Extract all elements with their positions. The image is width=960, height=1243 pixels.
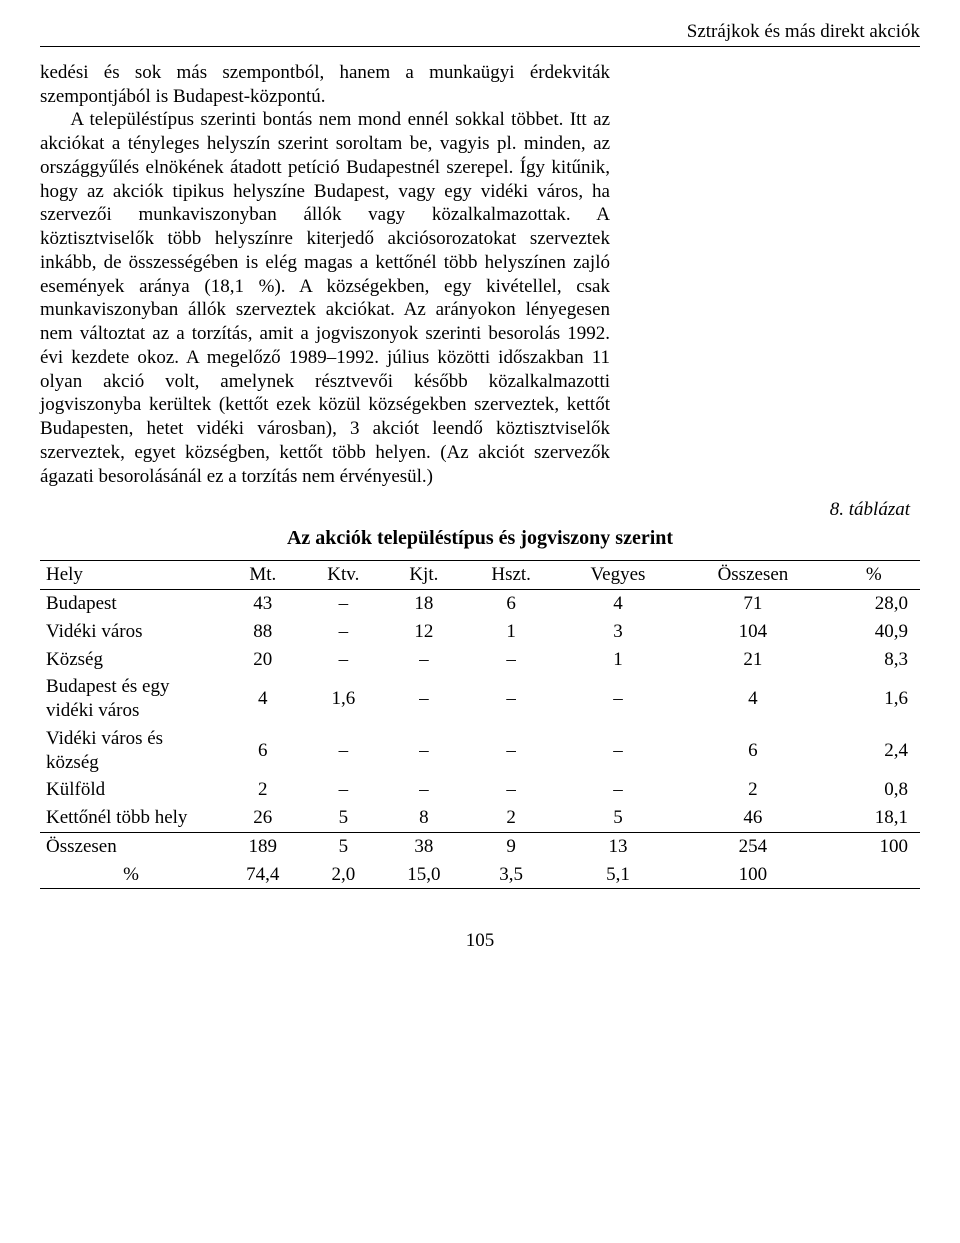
col-pct: % — [828, 561, 921, 590]
paragraph-1: kedési és sok más szempontból, hanem a m… — [40, 61, 610, 109]
table-caption-row: 8. táblázat Az akciók településtípus és … — [40, 498, 920, 552]
table-number: 8. táblázat — [830, 498, 910, 522]
body-text-block: kedési és sok más szempontból, hanem a m… — [40, 61, 610, 489]
table-row: Vidéki város és község 6 – – – – 6 2,4 — [40, 725, 920, 777]
col-kjt: Kjt. — [383, 561, 465, 590]
table-header-row: Hely Mt. Ktv. Kjt. Hszt. Vegyes Összesen… — [40, 561, 920, 590]
table-row: Vidéki város 88 – 12 1 3 104 40,9 — [40, 618, 920, 646]
col-hszt: Hszt. — [465, 561, 558, 590]
running-header: Sztrájkok és más direkt akciók — [40, 20, 920, 44]
col-osszesen: Összesen — [678, 561, 827, 590]
table-row: Kettőnél több hely 26 5 8 2 5 46 18,1 — [40, 804, 920, 832]
data-table: Hely Mt. Ktv. Kjt. Hszt. Vegyes Összesen… — [40, 560, 920, 889]
col-hely: Hely — [40, 561, 222, 590]
table-row: Budapest 43 – 18 6 4 71 28,0 — [40, 590, 920, 618]
table-row: Külföld 2 – – – – 2 0,8 — [40, 776, 920, 804]
col-mt: Mt. — [222, 561, 304, 590]
table-footer-row: % 74,4 2,0 15,0 3,5 5,1 100 — [40, 861, 920, 889]
page-number: 105 — [40, 929, 920, 953]
table-title: Az akciók településtípus és jogviszony s… — [40, 526, 920, 551]
paragraph-2: A településtípus szerinti bontás nem mon… — [40, 108, 610, 488]
table-row: Budapest és egy vidéki város 4 1,6 – – –… — [40, 673, 920, 725]
table-row: Község 20 – – – 1 21 8,3 — [40, 646, 920, 674]
header-rule — [40, 46, 920, 47]
col-ktv: Ktv. — [304, 561, 383, 590]
col-vegyes: Vegyes — [558, 561, 679, 590]
table-footer-row: Összesen 189 5 38 9 13 254 100 — [40, 832, 920, 860]
